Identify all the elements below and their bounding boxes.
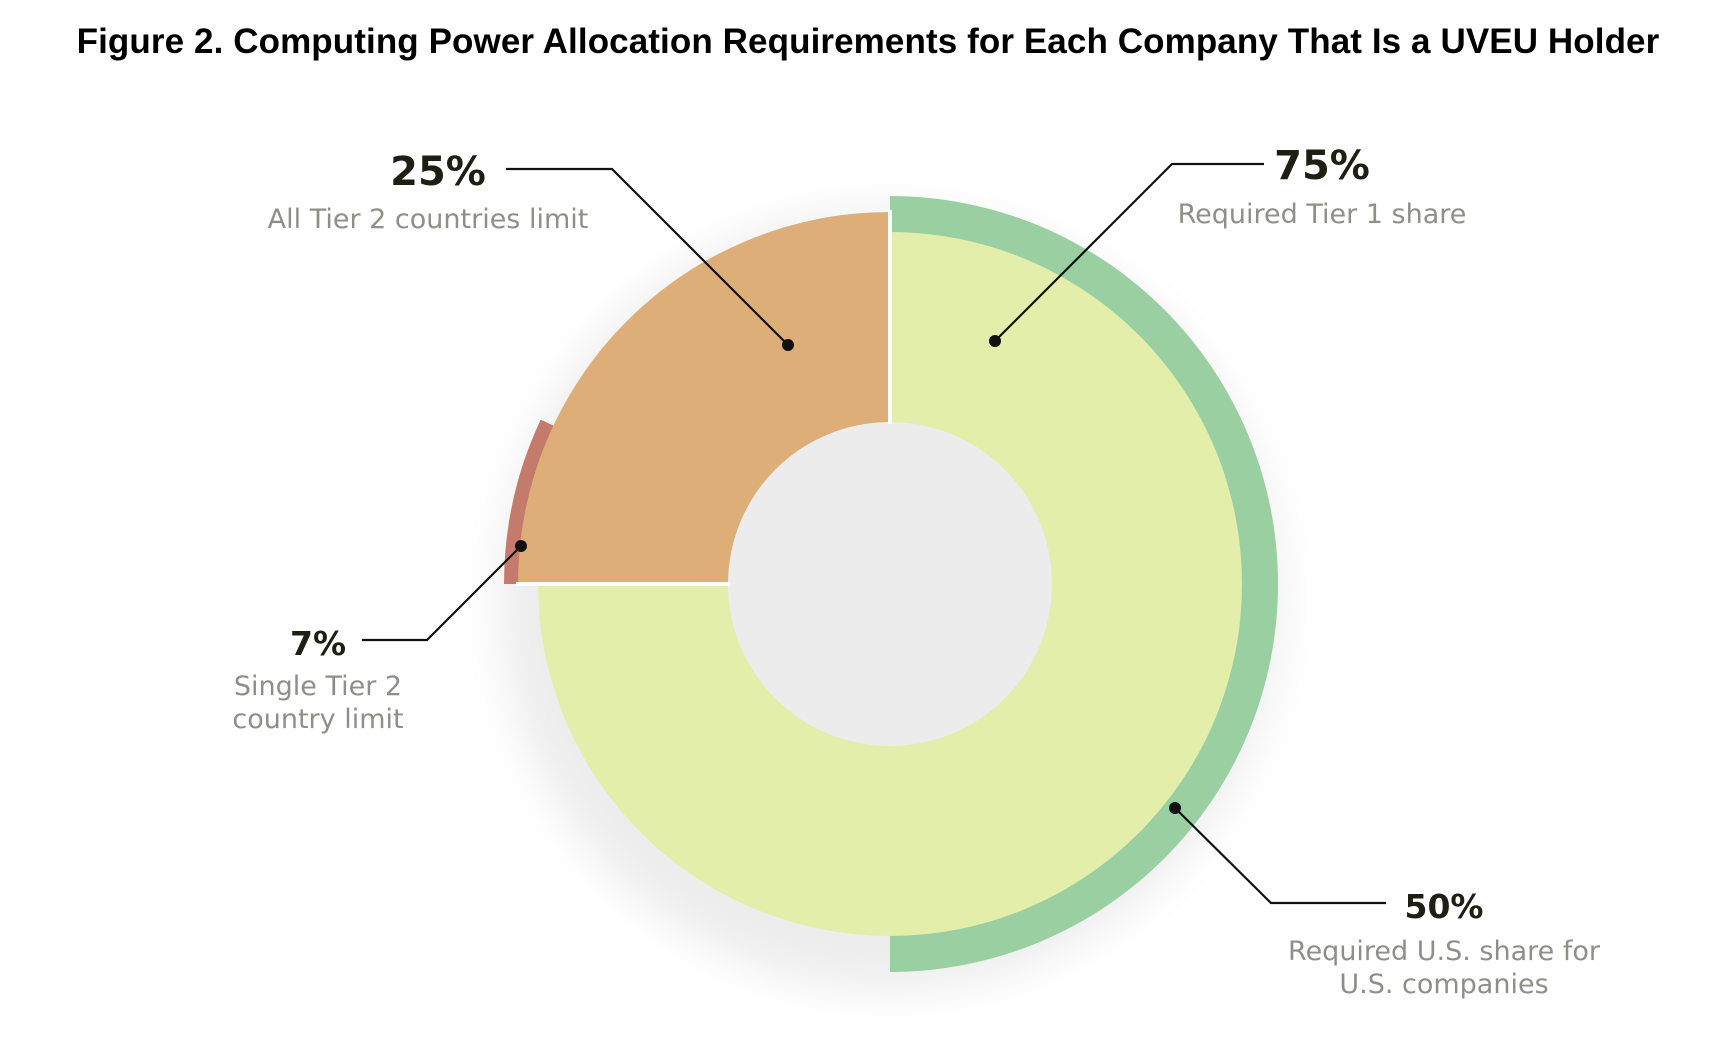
leader-dot-tier1	[989, 335, 1001, 347]
annotation-single-tier2-value: 7%	[290, 624, 346, 663]
leader-line-tier2	[506, 167, 789, 346]
ring-group	[504, 196, 1278, 972]
annotation-tier1-desc: Required Tier 1 share	[1178, 199, 1467, 230]
annotation-us-value: 50%	[1405, 887, 1484, 926]
annotation-tier2-desc: All Tier 2 countries limit	[268, 204, 589, 235]
leader-line-tier1	[994, 162, 1264, 342]
annotation-tier2-value: 25%	[390, 149, 486, 195]
annotation-us-desc-line1: Required U.S. share for	[1288, 936, 1601, 967]
leader-dot-us	[1169, 802, 1181, 814]
annotation-tier1-value: 75%	[1274, 143, 1370, 189]
annotation-labels: 25% All Tier 2 countries limit 75% Requi…	[232, 143, 1600, 1000]
inner-ring-tier2-wedge	[518, 212, 890, 584]
leader-line-single-tier2	[362, 545, 522, 642]
leader-dot-tier2	[782, 339, 794, 351]
figure-title: Figure 2. Computing Power Allocation Req…	[76, 22, 1660, 61]
annotation-us-desc-line2: U.S. companies	[1339, 969, 1548, 1000]
leader-line-us	[1174, 807, 1386, 905]
leader-dot-single-tier2	[515, 540, 527, 552]
inner-ring-tier1-wedge	[538, 232, 1242, 936]
annotation-single-tier2-desc-line1: Single Tier 2	[234, 671, 402, 702]
annotation-single-tier2-desc-line2: country limit	[232, 704, 403, 735]
leader-lines	[362, 162, 1386, 905]
